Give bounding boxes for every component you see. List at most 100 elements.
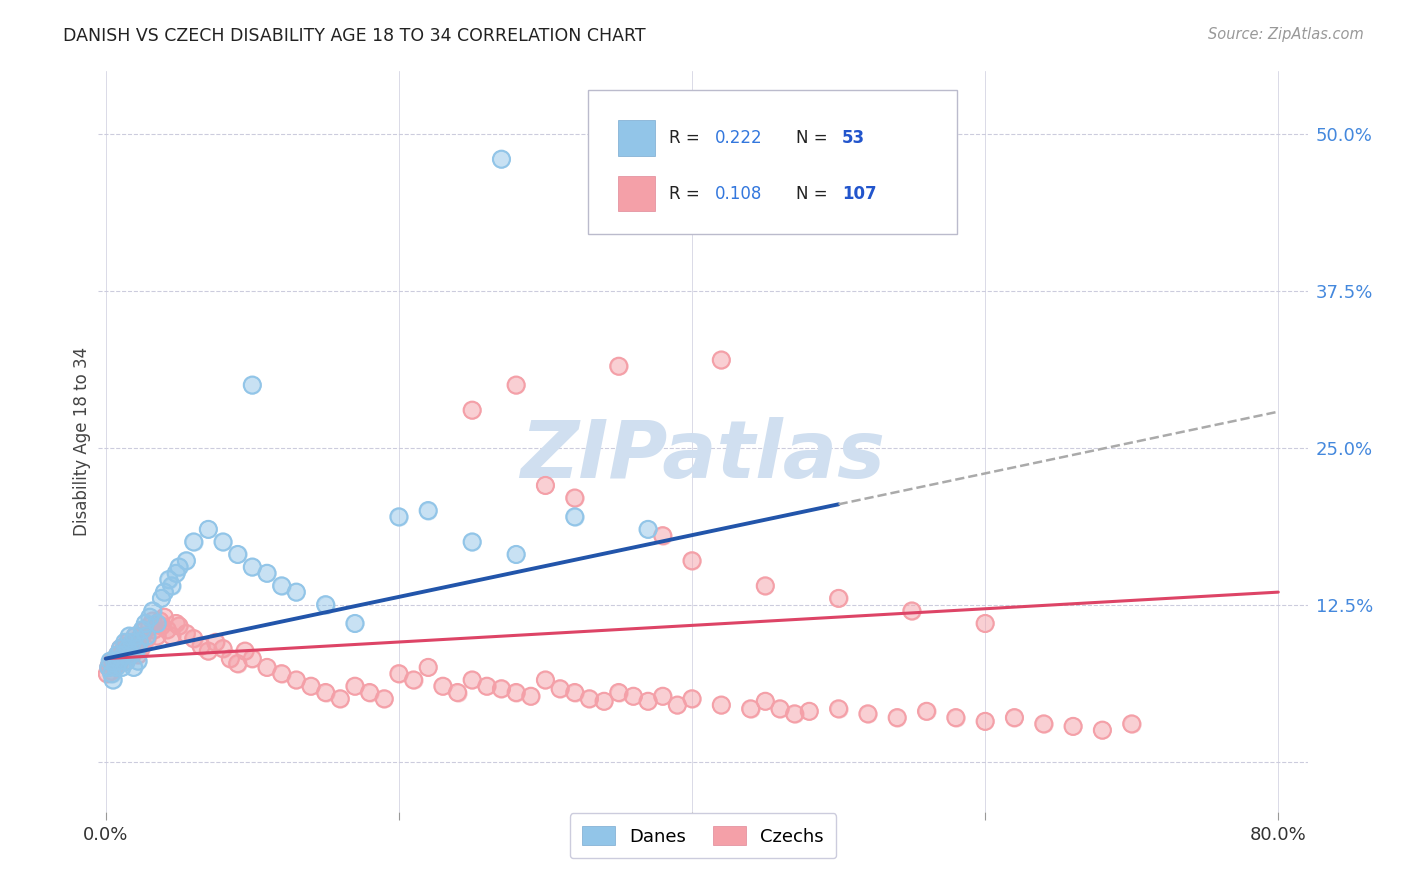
Point bbox=[827, 702, 849, 716]
Point bbox=[505, 685, 527, 699]
Point bbox=[1062, 719, 1084, 733]
Point bbox=[118, 644, 141, 658]
Point bbox=[226, 548, 249, 562]
Point bbox=[219, 651, 242, 665]
Point bbox=[131, 623, 153, 637]
Point bbox=[118, 629, 141, 643]
Point bbox=[418, 503, 440, 517]
Point bbox=[1032, 717, 1054, 731]
Point bbox=[98, 657, 121, 671]
Point bbox=[103, 659, 125, 673]
Point bbox=[226, 657, 249, 671]
Point bbox=[183, 535, 205, 549]
Point bbox=[111, 650, 134, 665]
Point bbox=[915, 704, 938, 718]
Point bbox=[122, 660, 145, 674]
Point bbox=[143, 623, 166, 637]
Point bbox=[167, 560, 190, 574]
Point bbox=[1121, 717, 1143, 731]
Point bbox=[240, 560, 263, 574]
Point bbox=[666, 698, 689, 712]
Point bbox=[107, 648, 129, 662]
Point bbox=[564, 491, 586, 505]
Point bbox=[118, 644, 141, 658]
Point bbox=[233, 644, 256, 658]
Point bbox=[432, 679, 454, 693]
Point bbox=[127, 654, 149, 668]
Point bbox=[240, 560, 263, 574]
Point bbox=[114, 635, 136, 649]
Point bbox=[754, 694, 776, 708]
Point bbox=[138, 619, 160, 633]
Point bbox=[98, 657, 121, 671]
Point bbox=[505, 378, 527, 392]
Point bbox=[799, 704, 821, 718]
Point bbox=[1091, 723, 1114, 738]
Point bbox=[388, 509, 411, 524]
Text: 0.222: 0.222 bbox=[716, 129, 762, 147]
Point bbox=[103, 654, 125, 668]
Point bbox=[150, 591, 173, 606]
Point bbox=[114, 635, 136, 649]
Point bbox=[115, 654, 138, 668]
Point bbox=[240, 378, 263, 392]
Point bbox=[127, 648, 149, 662]
Point bbox=[359, 685, 381, 699]
Point bbox=[754, 579, 776, 593]
Text: 53: 53 bbox=[842, 129, 865, 147]
Point bbox=[127, 648, 149, 662]
Legend: Danes, Czechs: Danes, Czechs bbox=[569, 813, 837, 858]
Point bbox=[315, 598, 337, 612]
Point bbox=[112, 644, 135, 658]
Point bbox=[578, 691, 600, 706]
Point bbox=[105, 660, 128, 674]
Point bbox=[97, 660, 120, 674]
Point bbox=[974, 616, 997, 631]
Point bbox=[142, 604, 165, 618]
Point bbox=[125, 641, 148, 656]
Point bbox=[446, 685, 468, 699]
Point bbox=[111, 660, 134, 674]
Point bbox=[270, 579, 292, 593]
Point bbox=[329, 691, 352, 706]
Point bbox=[165, 616, 187, 631]
Point bbox=[105, 660, 128, 674]
Point bbox=[100, 666, 122, 681]
Text: ZIPatlas: ZIPatlas bbox=[520, 417, 886, 495]
Point bbox=[120, 648, 142, 662]
Point bbox=[112, 648, 135, 662]
Point bbox=[475, 679, 498, 693]
Point bbox=[183, 632, 205, 646]
Point bbox=[827, 591, 849, 606]
Point bbox=[115, 654, 138, 668]
Text: Source: ZipAtlas.com: Source: ZipAtlas.com bbox=[1208, 27, 1364, 42]
Point bbox=[945, 710, 967, 724]
Point bbox=[886, 710, 908, 724]
Point bbox=[105, 651, 128, 665]
Point bbox=[681, 554, 703, 568]
Point bbox=[329, 691, 352, 706]
Point bbox=[103, 654, 125, 668]
Point bbox=[167, 619, 190, 633]
Point bbox=[270, 666, 292, 681]
Point bbox=[115, 654, 138, 668]
Point bbox=[101, 654, 124, 668]
FancyBboxPatch shape bbox=[588, 90, 957, 235]
Point bbox=[110, 641, 132, 656]
Point bbox=[285, 673, 308, 687]
Point bbox=[945, 710, 967, 724]
Point bbox=[108, 654, 131, 668]
Point bbox=[153, 585, 176, 599]
Point bbox=[124, 629, 146, 643]
Point bbox=[461, 535, 484, 549]
Point bbox=[432, 679, 454, 693]
Point bbox=[134, 616, 156, 631]
Point bbox=[212, 535, 235, 549]
Point bbox=[156, 623, 179, 637]
Point bbox=[157, 573, 180, 587]
Point bbox=[783, 706, 806, 721]
Point bbox=[461, 673, 484, 687]
Point bbox=[135, 629, 157, 643]
Point bbox=[183, 535, 205, 549]
Point bbox=[548, 681, 571, 696]
